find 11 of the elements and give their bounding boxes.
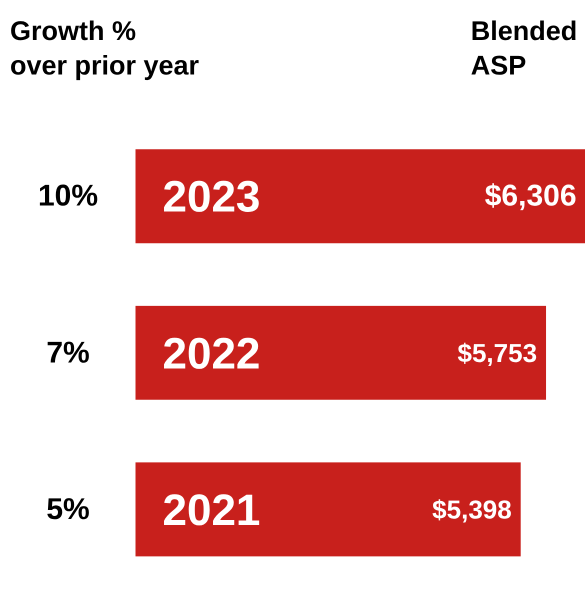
data-label: $5,398: [432, 494, 512, 524]
text: 10%: [38, 180, 98, 213]
data-label: $5,753: [458, 338, 538, 368]
x-axis-title: Blended ASP: [470, 16, 578, 81]
y-axis-title: Growth % over prior year: [10, 16, 200, 81]
data-label: $6,306: [484, 180, 577, 213]
text: 5%: [46, 492, 90, 526]
text: 7%: [46, 336, 90, 370]
y-tick-label: 2022: [162, 329, 260, 378]
y-tick-label: 2023: [162, 172, 260, 222]
y-tick-label: 2021: [162, 486, 260, 535]
